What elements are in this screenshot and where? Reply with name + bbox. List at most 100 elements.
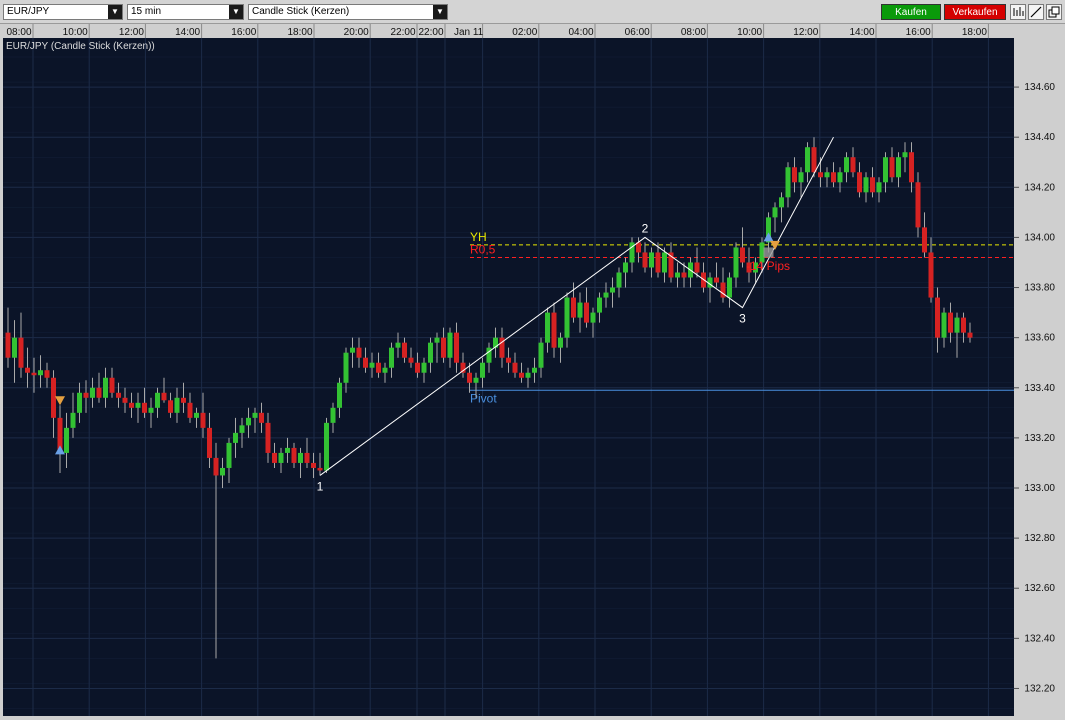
- candle-body: [317, 467, 323, 471]
- candle-body: [896, 157, 901, 178]
- candle-body: [428, 342, 433, 363]
- candle-body: [291, 447, 297, 463]
- buy-signal-icon: [763, 232, 774, 242]
- swing-point-label: 2: [642, 221, 649, 235]
- x-tick-label: 22:00: [390, 27, 415, 38]
- x-tick-label: 06:00: [625, 27, 650, 38]
- candle-body: [12, 337, 17, 358]
- candle-body: [707, 277, 713, 288]
- candle-body: [25, 367, 30, 373]
- candlestick-chart[interactable]: 08:00 10:00 12:00 14:00 16:00 18:00 20:00 22:00…: [0, 24, 1065, 720]
- candle-body: [772, 207, 778, 218]
- candle-body: [285, 447, 290, 453]
- candle-body: [207, 427, 212, 458]
- candle-body: [532, 367, 537, 373]
- candle-body: [64, 427, 69, 453]
- candle-body: [363, 357, 368, 368]
- candle-body: [909, 152, 914, 183]
- candle-body: [174, 397, 180, 413]
- candle-body: [792, 167, 797, 183]
- candle-body: [96, 387, 102, 398]
- candle-body: [948, 312, 953, 333]
- candle-body: [493, 337, 498, 348]
- candle-body: [402, 342, 407, 358]
- candle-body: [538, 342, 544, 368]
- draw-line-icon[interactable]: [1028, 4, 1044, 20]
- position-marker-icon: [763, 247, 774, 258]
- x-tick-label: 20:00: [344, 27, 369, 38]
- candle-body: [915, 182, 921, 228]
- interval-select[interactable]: 15 min ▼: [127, 4, 244, 20]
- candle-body: [5, 332, 11, 358]
- candle-body: [408, 357, 414, 363]
- candle-body: [369, 362, 375, 368]
- candle-body: [415, 362, 420, 373]
- candle-body: [213, 457, 219, 476]
- candle-body: [616, 272, 622, 288]
- buy-signal-icon: [55, 445, 65, 455]
- candle-body: [831, 172, 836, 183]
- candle-body: [90, 387, 95, 398]
- x-tick-label: 16:00: [906, 27, 931, 38]
- chart-type-select[interactable]: Candle Stick (Kerzen) ▼: [248, 4, 448, 20]
- candle-body: [967, 332, 973, 338]
- candle-body: [252, 412, 258, 418]
- candle-body: [512, 362, 518, 373]
- candle-body: [935, 297, 940, 338]
- swing-point-label: 1: [317, 479, 324, 493]
- y-tick-label: 132.40: [1024, 633, 1055, 644]
- candle-body: [161, 392, 167, 401]
- candle-body: [142, 402, 147, 413]
- chevron-down-icon[interactable]: ▼: [433, 5, 447, 19]
- candle-body: [311, 462, 316, 468]
- zigzag-pattern: 1 2 3: [317, 136, 834, 493]
- candle-body: [876, 182, 882, 193]
- pips-annotation: -14 Pips: [746, 259, 790, 273]
- candle-body: [785, 167, 791, 198]
- y-tick-label: 134.20: [1024, 182, 1055, 193]
- candle-body: [460, 362, 466, 373]
- candle-body: [818, 172, 823, 178]
- x-axis: 08:00 10:00 12:00 14:00 16:00 18:00 20:00 22:00…: [6, 24, 989, 38]
- candle-body: [51, 377, 56, 418]
- bar-chart-icon[interactable]: [1010, 4, 1026, 20]
- candle-body: [220, 467, 225, 476]
- candle-body: [902, 152, 908, 158]
- x-tick-label: 18:00: [962, 27, 987, 38]
- y-tick-label: 133.00: [1024, 483, 1055, 494]
- candle-body: [662, 252, 667, 273]
- y-tick-label: 133.60: [1024, 333, 1055, 344]
- chevron-down-icon[interactable]: ▼: [229, 5, 243, 19]
- candle-body: [389, 347, 394, 368]
- candle-body: [265, 422, 271, 453]
- x-tick-label: 14:00: [175, 27, 200, 38]
- candle-body: [246, 417, 251, 426]
- candle-body: [811, 147, 817, 173]
- candle-body: [382, 367, 388, 373]
- y-tick-label: 132.20: [1024, 683, 1055, 694]
- detach-window-icon[interactable]: [1046, 4, 1062, 20]
- x-tick-label: 12:00: [793, 27, 818, 38]
- candle-body: [551, 312, 557, 348]
- buy-button[interactable]: Kaufen: [881, 4, 941, 20]
- symbol-select[interactable]: EUR/JPY ▼: [3, 4, 123, 20]
- candle-body: [272, 452, 277, 463]
- candle-body: [525, 372, 531, 378]
- candle-body: [766, 217, 771, 243]
- x-tick-label: 14:00: [849, 27, 874, 38]
- sell-button[interactable]: Verkaufen: [944, 4, 1006, 20]
- candle-body: [694, 262, 700, 273]
- chevron-down-icon[interactable]: ▼: [108, 5, 122, 19]
- candle-body: [330, 407, 336, 423]
- y-tick-label: 134.40: [1024, 132, 1055, 143]
- plot-area: [3, 38, 1014, 716]
- candle-body: [720, 282, 726, 298]
- candle-body: [480, 362, 485, 378]
- level-label: R0,5: [470, 242, 496, 256]
- candle-body: [31, 372, 37, 376]
- candle-body: [850, 157, 856, 173]
- candle-body: [857, 172, 862, 193]
- y-tick-label: 134.60: [1024, 82, 1055, 93]
- candle-body: [116, 392, 121, 398]
- candle-body: [727, 277, 732, 298]
